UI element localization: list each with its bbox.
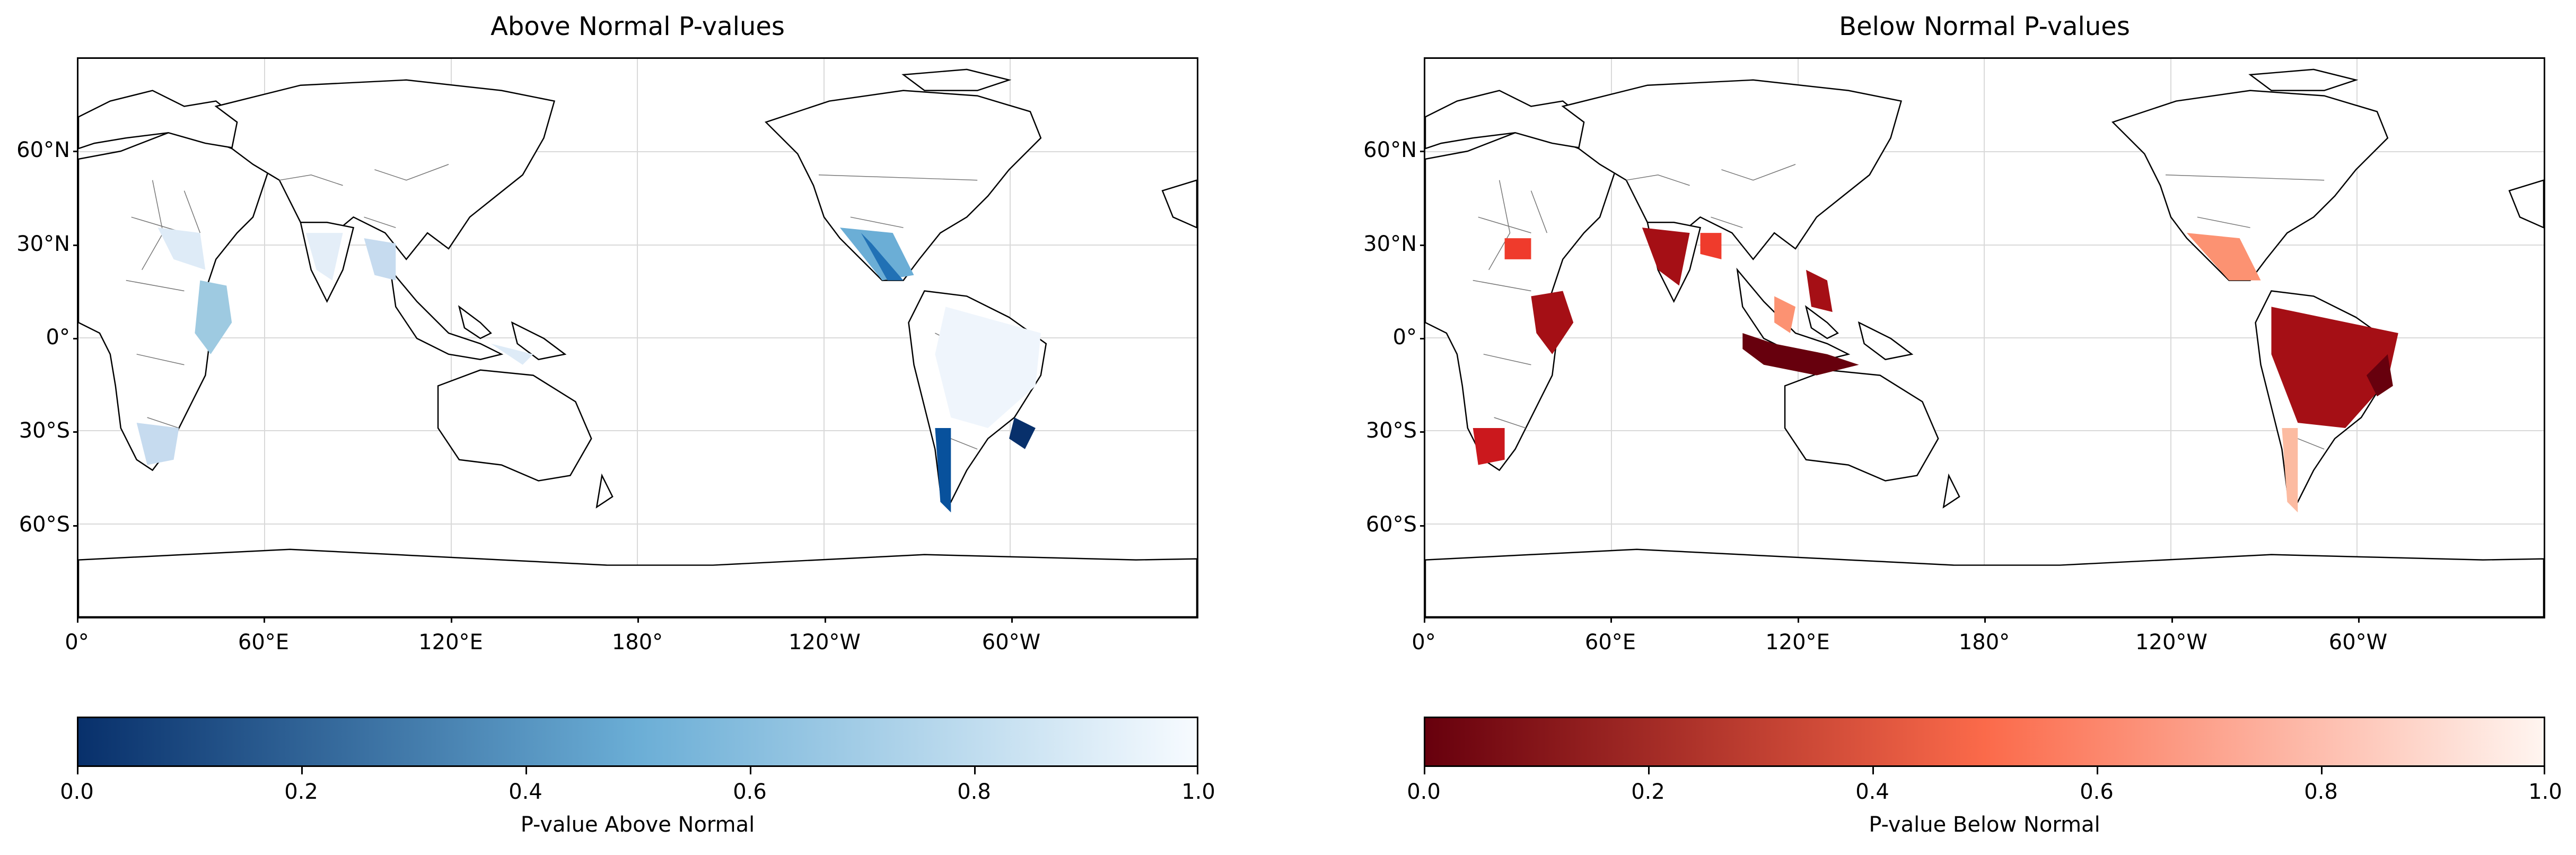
- colorbar-tick: [301, 767, 303, 774]
- lon-tick: [451, 618, 452, 623]
- lon-tick: [1424, 618, 1425, 623]
- lon-label: 120°W: [2135, 630, 2207, 655]
- map-area: [1424, 57, 2545, 618]
- lat-label: 0°: [1392, 325, 1417, 350]
- colorbar-label: P-value Above Normal: [520, 813, 755, 837]
- lat-label: 60°N: [1363, 138, 1417, 162]
- above-normal-panel: Above Normal P-values: [0, 0, 1283, 855]
- lon-label: 60°W: [982, 630, 1041, 655]
- lon-tick: [825, 618, 826, 623]
- pvalue-fill: [1473, 228, 2398, 513]
- world-map: [1425, 59, 2544, 617]
- lat-label: 60°S: [1365, 512, 1417, 537]
- colorbar-tick: [1197, 767, 1198, 774]
- map-area: [77, 57, 1198, 618]
- lat-tick: [1420, 431, 1424, 433]
- lat-label: 30°S: [1365, 418, 1417, 443]
- lon-label: 120°E: [1765, 630, 1830, 655]
- panel-title: Below Normal P-values: [1839, 12, 2130, 41]
- lon-label: 180°: [1958, 630, 2010, 655]
- lat-label: 30°S: [19, 418, 70, 443]
- colorbar-tick: [525, 767, 527, 774]
- colorbar-tick-label: 1.0: [2528, 780, 2562, 804]
- below-normal-panel: Below Normal P-values: [1347, 0, 2576, 855]
- lon-tick: [1011, 618, 1013, 623]
- lon-tick: [2358, 618, 2360, 623]
- lon-tick: [637, 618, 639, 623]
- colorbar-tick-label: 0.6: [733, 780, 767, 804]
- lat-label: 30°N: [1363, 232, 1417, 256]
- colorbar-tick-label: 0.2: [1631, 780, 1665, 804]
- colorbar-tick: [1424, 767, 1425, 774]
- lon-tick: [1984, 618, 1986, 623]
- colorbar-tick-label: 0.4: [509, 780, 542, 804]
- pvalue-fill: [136, 228, 1041, 513]
- lon-label: 0°: [1412, 630, 1436, 655]
- lat-tick: [73, 525, 77, 527]
- colorbar-tick-label: 0.0: [60, 780, 94, 804]
- lat-tick: [73, 431, 77, 433]
- colorbar-tick-label: 0.8: [957, 780, 991, 804]
- colorbar-tick-label: 0.8: [2304, 780, 2338, 804]
- colorbar-tick-label: 0.0: [1407, 780, 1441, 804]
- colorbar-tick-label: 0.2: [284, 780, 318, 804]
- lat-label: 0°: [46, 325, 70, 350]
- lat-tick: [73, 338, 77, 339]
- coastlines: [78, 68, 1197, 617]
- colorbar-tick-label: 0.6: [2080, 780, 2114, 804]
- lon-label: 60°E: [1584, 630, 1636, 655]
- lon-label: 120°E: [418, 630, 483, 655]
- lon-tick: [2171, 618, 2173, 623]
- colorbar-tick: [1648, 767, 1650, 774]
- lat-tick: [1420, 525, 1424, 527]
- colorbar: [1424, 717, 2545, 767]
- colorbar-label: P-value Below Normal: [1869, 813, 2100, 837]
- lon-tick: [1610, 618, 1612, 623]
- country-borders: [1473, 164, 2341, 450]
- lat-tick: [73, 245, 77, 246]
- lat-label: 60°N: [16, 138, 70, 162]
- lon-label: 60°E: [238, 630, 290, 655]
- lon-tick: [264, 618, 265, 623]
- lon-label: 180°: [611, 630, 663, 655]
- lon-tick: [1798, 618, 1799, 623]
- lon-label: 60°W: [2328, 630, 2388, 655]
- lat-tick: [73, 151, 77, 152]
- colorbar-tick: [77, 767, 78, 774]
- panel-title: Above Normal P-values: [490, 12, 785, 41]
- lon-label: 120°W: [788, 630, 861, 655]
- lat-label: 60°S: [19, 512, 70, 537]
- colorbar: [77, 717, 1198, 767]
- colorbar-tick: [2544, 767, 2545, 774]
- lat-tick: [1420, 245, 1424, 246]
- lat-label: 30°N: [16, 232, 70, 256]
- lat-tick: [1420, 151, 1424, 152]
- world-map: [78, 59, 1197, 617]
- colorbar-tick: [2097, 767, 2098, 774]
- colorbar-tick-label: 1.0: [1181, 780, 1215, 804]
- colorbar-tick-label: 0.4: [1855, 780, 1889, 804]
- lon-label: 0°: [65, 630, 89, 655]
- lat-tick: [1420, 338, 1424, 339]
- colorbar-tick: [750, 767, 751, 774]
- colorbar-tick: [974, 767, 976, 774]
- colorbar-tick: [2321, 767, 2323, 774]
- lon-tick: [77, 618, 78, 623]
- colorbar-tick: [1872, 767, 1874, 774]
